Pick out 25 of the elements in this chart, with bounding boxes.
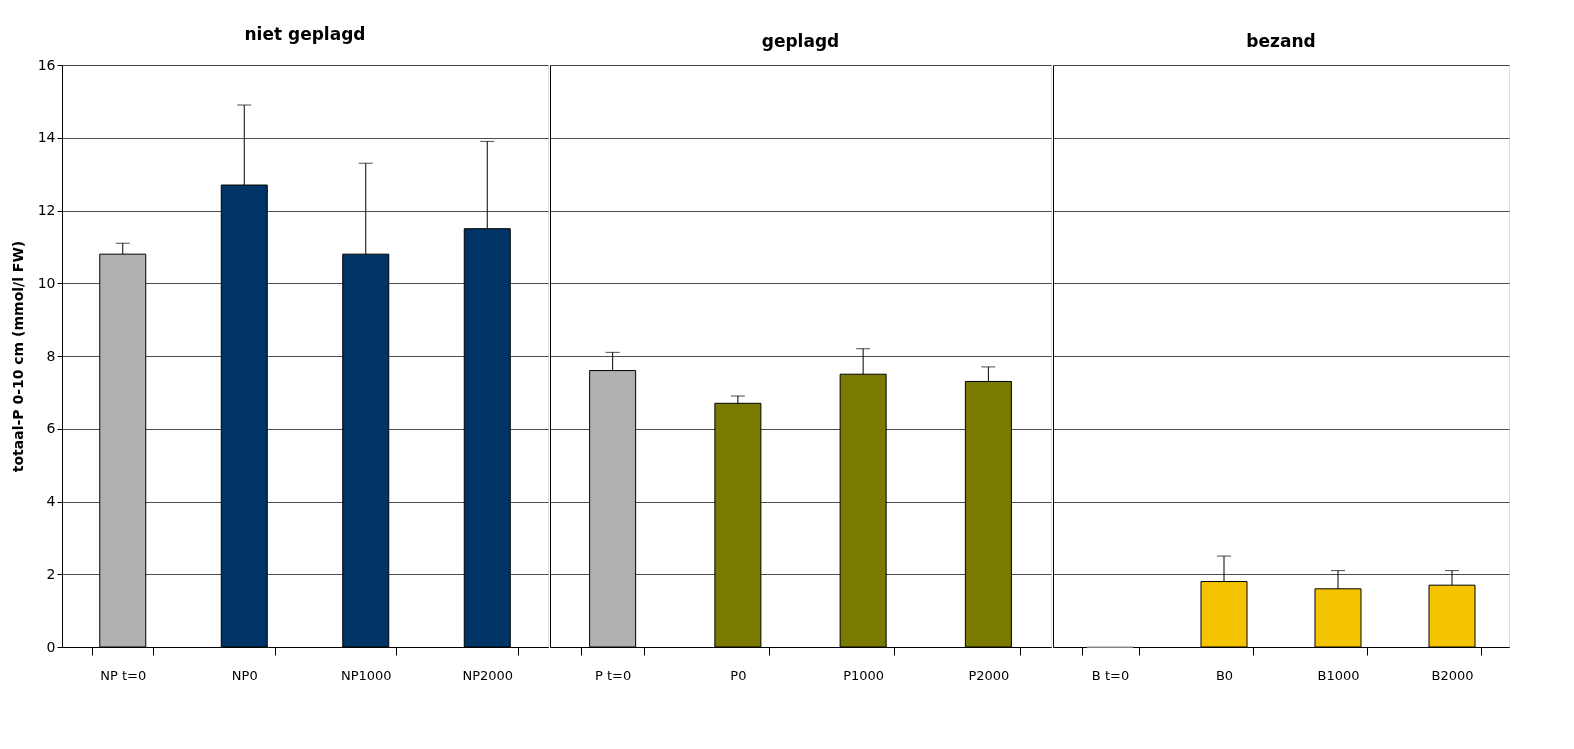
chart-title: geplagd [761,31,840,51]
x-tick-label: B t=0 [1091,667,1130,683]
y-tick-label: 0 [46,638,56,655]
x-tick-label: B0 [1215,667,1234,683]
x-tick-label: NP1000 [340,667,392,683]
y-tick-label: 16 [37,56,56,73]
chart-title: bezand [1246,31,1316,51]
x-tick-label: P0 [730,667,747,683]
y-tick-label: 12 [37,202,56,218]
y-tick-label: 10 [37,274,56,291]
y-tick-label: 4 [46,493,56,509]
x-tick-label: P2000 [968,667,1010,683]
x-tick-label: P1000 [843,667,885,683]
y-tick-label: 8 [46,347,56,364]
y-tick-label: 14 [37,129,56,146]
x-tick-label: NP t=0 [100,667,147,683]
x-tick-label: P t=0 [595,667,632,683]
y-tick-label: 6 [46,420,56,437]
y-tick-label: 2 [46,565,56,582]
x-tick-label: NP0 [231,667,258,683]
x-tick-label: B1000 [1317,667,1360,683]
x-tick-label: NP2000 [462,667,514,683]
x-tick-label: B2000 [1431,667,1474,683]
chart-title: niet geplagd [244,24,366,44]
y-axis-title: totaal-P 0-10 cm (mmol/l FW) [9,240,26,473]
